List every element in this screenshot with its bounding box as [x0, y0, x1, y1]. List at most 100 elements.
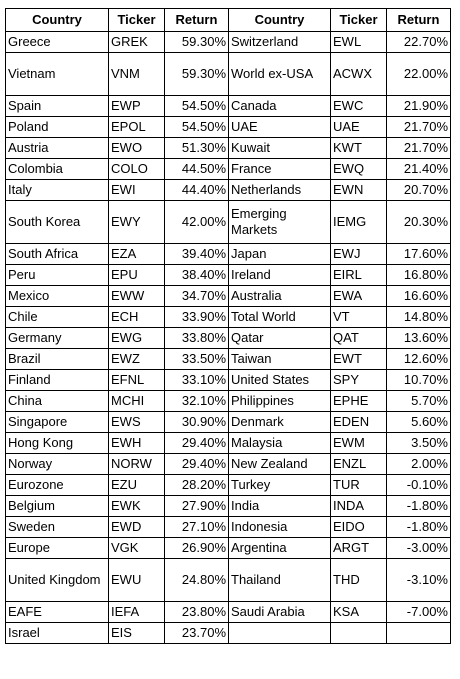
cell-country-right: Argentina [228, 537, 331, 559]
cell-country-left: Greece [5, 31, 109, 53]
cell-ticker-right: EWQ [330, 158, 387, 180]
header-country-right: Country [228, 8, 331, 32]
cell-ticker-right: QAT [330, 327, 387, 349]
cell-ticker-right: TUR [330, 474, 387, 496]
cell-country-right: Saudi Arabia [228, 601, 331, 623]
cell-ticker-right: UAE [330, 116, 387, 138]
cell-country-left: Austria [5, 137, 109, 159]
cell-ticker-right: EWC [330, 95, 387, 117]
cell-ticker-right: EWM [330, 432, 387, 454]
cell-country-left: Sweden [5, 516, 109, 538]
cell-return-left: 39.40% [164, 243, 229, 265]
cell-country-right: Turkey [228, 474, 331, 496]
cell-country-left: Europe [5, 537, 109, 559]
cell-country-left: Eurozone [5, 474, 109, 496]
table-row: Chile ECH 33.90% Total World VT 14.80% [5, 306, 451, 328]
cell-return-right: 20.30% [386, 200, 451, 244]
cell-ticker-left: EZU [108, 474, 165, 496]
cell-country-right: Taiwan [228, 348, 331, 370]
header-ticker-left: Ticker [108, 8, 165, 32]
header-country-left: Country [5, 8, 109, 32]
cell-return-right: 16.60% [386, 285, 451, 307]
cell-ticker-right: EWT [330, 348, 387, 370]
cell-return-right: 21.90% [386, 95, 451, 117]
cell-ticker-left: EFNL [108, 369, 165, 391]
table-row: Europe VGK 26.90% Argentina ARGT -3.00% [5, 537, 451, 559]
table-row: Belgium EWK 27.90% India INDA -1.80% [5, 495, 451, 517]
cell-ticker-left: EWG [108, 327, 165, 349]
cell-return-left: 44.40% [164, 179, 229, 201]
cell-country-left: Italy [5, 179, 109, 201]
cell-country-left: Mexico [5, 285, 109, 307]
cell-ticker-left: EWK [108, 495, 165, 517]
cell-country-left: Singapore [5, 411, 109, 433]
cell-ticker-left: GREK [108, 31, 165, 53]
cell-return-left: 44.50% [164, 158, 229, 180]
cell-return-right: 2.00% [386, 453, 451, 475]
cell-country-left: Poland [5, 116, 109, 138]
cell-country-right: Australia [228, 285, 331, 307]
cell-ticker-right: ARGT [330, 537, 387, 559]
cell-country-left: Brazil [5, 348, 109, 370]
cell-return-left: 30.90% [164, 411, 229, 433]
cell-return-right: 5.70% [386, 390, 451, 412]
cell-country-left: Colombia [5, 158, 109, 180]
cell-ticker-left: EWP [108, 95, 165, 117]
cell-country-right [228, 622, 331, 644]
cell-country-right: Japan [228, 243, 331, 265]
cell-return-right: 22.70% [386, 31, 451, 53]
cell-ticker-right: IEMG [330, 200, 387, 244]
cell-return-left: 29.40% [164, 432, 229, 454]
cell-country-left: Germany [5, 327, 109, 349]
cell-return-left: 26.90% [164, 537, 229, 559]
table-row: Singapore EWS 30.90% Denmark EDEN 5.60% [5, 411, 451, 433]
cell-return-left: 33.90% [164, 306, 229, 328]
cell-country-left: EAFE [5, 601, 109, 623]
table-row: Italy EWI 44.40% Netherlands EWN 20.70% [5, 179, 451, 201]
cell-return-left: 38.40% [164, 264, 229, 286]
cell-return-right: 17.60% [386, 243, 451, 265]
cell-return-right: -3.00% [386, 537, 451, 559]
cell-ticker-right: EWL [330, 31, 387, 53]
cell-ticker-right: EPHE [330, 390, 387, 412]
cell-country-right: Indonesia [228, 516, 331, 538]
cell-return-left: 23.80% [164, 601, 229, 623]
table-row: Austria EWO 51.30% Kuwait KWT 21.70% [5, 137, 451, 159]
cell-return-right: 21.70% [386, 116, 451, 138]
table-row: Spain EWP 54.50% Canada EWC 21.90% [5, 95, 451, 117]
table-row: EAFE IEFA 23.80% Saudi Arabia KSA -7.00% [5, 601, 451, 623]
table-row: United Kingdom EWU 24.80% Thailand THD -3.10% [5, 558, 451, 602]
cell-country-left: Hong Kong [5, 432, 109, 454]
cell-return-left: 59.30% [164, 31, 229, 53]
cell-return-left: 33.50% [164, 348, 229, 370]
cell-country-right: Emerging Markets [228, 200, 331, 244]
cell-ticker-right: SPY [330, 369, 387, 391]
cell-ticker-right: ACWX [330, 52, 387, 96]
table-row: Eurozone EZU 28.20% Turkey TUR -0.10% [5, 474, 451, 496]
cell-return-right: 10.70% [386, 369, 451, 391]
cell-ticker-right: EWN [330, 179, 387, 201]
table-row: Finland EFNL 33.10% United States SPY 10.70% [5, 369, 451, 391]
cell-country-right: Denmark [228, 411, 331, 433]
cell-ticker-left: EWH [108, 432, 165, 454]
table-row: South Korea EWY 42.00% Emerging Markets IEMG… [5, 200, 451, 244]
cell-country-right: Kuwait [228, 137, 331, 159]
cell-ticker-left: MCHI [108, 390, 165, 412]
cell-country-right: Qatar [228, 327, 331, 349]
cell-country-right: World ex-USA [228, 52, 331, 96]
cell-ticker-left: EWZ [108, 348, 165, 370]
etf-returns-table: Country Ticker Return Country Ticker Ret… [5, 8, 451, 644]
cell-country-left: Chile [5, 306, 109, 328]
table-row: Norway NORW 29.40% New Zealand ENZL 2.00% [5, 453, 451, 475]
table-row: Brazil EWZ 33.50% Taiwan EWT 12.60% [5, 348, 451, 370]
cell-country-right: United States [228, 369, 331, 391]
cell-ticker-right [330, 622, 387, 644]
cell-ticker-right: EIRL [330, 264, 387, 286]
table-row: Mexico EWW 34.70% Australia EWA 16.60% [5, 285, 451, 307]
cell-ticker-left: EWO [108, 137, 165, 159]
cell-country-right: Thailand [228, 558, 331, 602]
cell-return-right: 12.60% [386, 348, 451, 370]
cell-country-right: Total World [228, 306, 331, 328]
cell-return-left: 51.30% [164, 137, 229, 159]
cell-ticker-right: EWA [330, 285, 387, 307]
